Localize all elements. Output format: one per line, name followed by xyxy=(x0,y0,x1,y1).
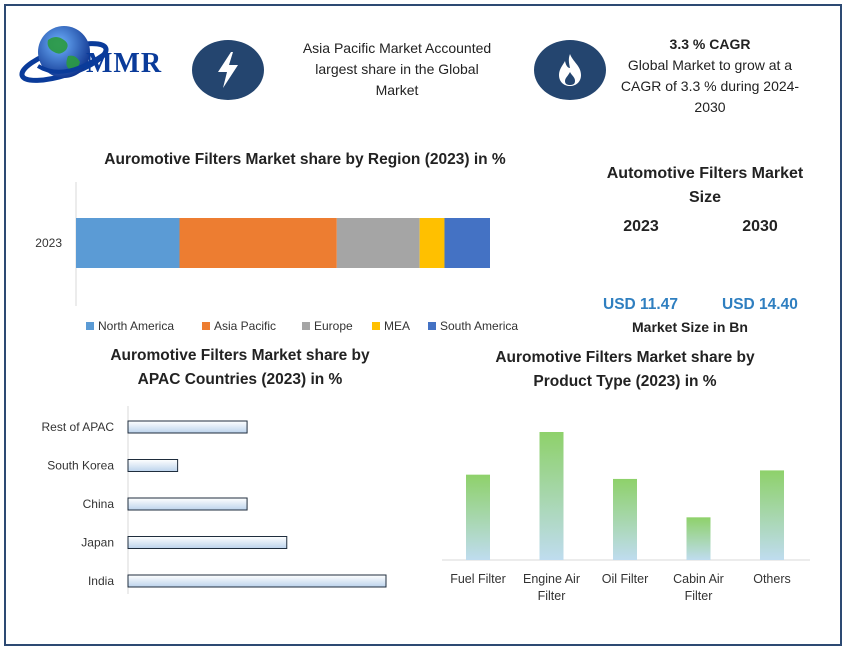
product-label-cabin-air-filter: Cabin Air Filter xyxy=(673,572,724,603)
legend-swatch-north-america xyxy=(86,322,94,330)
product-label-engine-air-filter: Engine Air Filter xyxy=(523,572,580,603)
apac-bar-south-korea xyxy=(127,459,179,472)
market-size-year-2030: 2030 xyxy=(742,218,778,235)
product-label-others: Others xyxy=(753,572,791,586)
product-bar-engine-air-filter xyxy=(539,432,564,560)
legend-label-south-america: South America xyxy=(440,319,518,333)
legend-swatch-south-america xyxy=(428,322,436,330)
legend-label-asia-pacific: Asia Pacific xyxy=(214,319,276,333)
apac-bar-india xyxy=(127,574,387,588)
apac-bar-china xyxy=(127,497,248,511)
market-size-year-2023: 2023 xyxy=(623,218,659,235)
lightning-icon xyxy=(218,52,238,88)
region-bar-europe xyxy=(336,218,420,268)
legend-swatch-mea xyxy=(372,322,380,330)
region-bar-south-america xyxy=(444,218,490,268)
apac-label-india: India xyxy=(88,574,114,588)
product-bar-fuel-filter xyxy=(466,474,490,560)
legend-label-europe: Europe xyxy=(314,319,353,333)
info1-badge xyxy=(192,40,264,100)
apac-label-china: China xyxy=(83,497,115,511)
apac-bar-rest-of-apac xyxy=(127,420,248,434)
market-size-caption: Market Size in Bn xyxy=(632,319,748,335)
legend-label-mea: MEA xyxy=(384,319,410,333)
apac-bar-japan xyxy=(127,536,288,549)
region-category-label: 2023 xyxy=(35,236,62,250)
market-size-value-2030: USD 14.40 xyxy=(722,296,798,313)
region-bar-mea xyxy=(419,218,445,268)
apac-label-south-korea: South Korea xyxy=(47,459,114,473)
product-bar-oil-filter xyxy=(613,478,637,560)
product-chart: Fuel Filter Engine Air Filter Oil Filter Cab… xyxy=(442,432,810,603)
market-size-value-2023: USD 11.47 xyxy=(603,296,678,313)
info1-text: Asia Pacific Market Accounted largest sh… xyxy=(302,40,492,98)
info2-text: 3.3 % CAGR Global Market to grow at a CA… xyxy=(620,36,800,115)
info2-badge xyxy=(534,40,606,100)
apac-chart: Rest of APAC South Korea China Japan India xyxy=(42,406,387,594)
market-size-title: Automotive Filters Market Size xyxy=(606,165,804,206)
legend-swatch-europe xyxy=(302,322,310,330)
product-bar-others xyxy=(760,470,784,560)
logo: MMR xyxy=(18,22,178,86)
region-chart-title: Auromotive Filters Market share by Regio… xyxy=(104,151,506,168)
product-label-fuel-filter: Fuel Filter xyxy=(450,572,506,586)
legend-swatch-asia-pacific xyxy=(202,322,210,330)
product-chart-title: Auromotive Filters Market share by Produ… xyxy=(495,349,755,390)
apac-label-rest-of-apac: Rest of APAC xyxy=(42,420,115,434)
product-label-oil-filter: Oil Filter xyxy=(602,572,649,586)
region-bar-asia-pacific xyxy=(179,218,337,268)
infographic-frame xyxy=(4,4,842,646)
product-bar-cabin-air-filter xyxy=(686,517,711,560)
apac-label-japan: Japan xyxy=(81,536,114,550)
flame-icon xyxy=(559,54,581,86)
region-chart: 2023 North America Asia Pacific Europe MEA So… xyxy=(35,182,518,333)
logo-text: MMR xyxy=(86,48,163,79)
legend-label-north-america: North America xyxy=(98,319,174,333)
apac-chart-title: Auromotive Filters Market share by APAC … xyxy=(110,347,370,388)
globe-icon xyxy=(19,26,109,83)
region-bar-north-america xyxy=(76,218,180,268)
